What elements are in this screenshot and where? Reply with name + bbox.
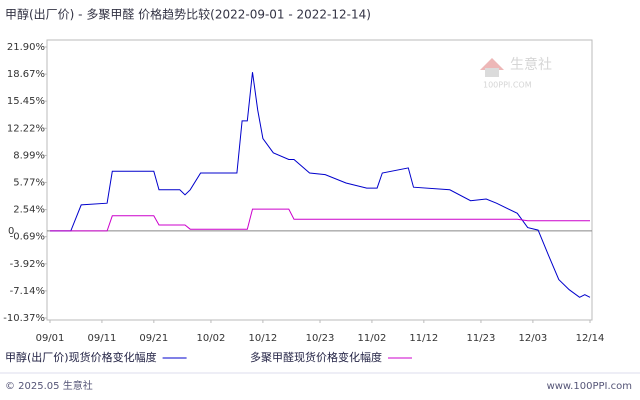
watermark-logo bbox=[485, 68, 499, 77]
y-tick-label: -3.92% bbox=[10, 259, 45, 270]
y-tick-label: -0.69% bbox=[10, 232, 45, 243]
footer-site: www.100PPI.com bbox=[547, 381, 632, 392]
watermark: 生意社 100PPI.COM bbox=[480, 56, 552, 90]
x-tick-label: 09/01 bbox=[36, 333, 65, 344]
watermark-url: 100PPI.COM bbox=[483, 81, 532, 90]
x-tick-label: 12/03 bbox=[518, 333, 547, 344]
watermark-name: 生意社 bbox=[510, 56, 552, 73]
x-tick-label: 11/12 bbox=[409, 333, 438, 344]
y-tick-label: 21.90% bbox=[7, 42, 45, 53]
x-tick-label: 10/12 bbox=[248, 333, 277, 344]
chart-title: 甲醇(出厂价) - 多聚甲醛 价格趋势比较(2022-09-01 - 2022-… bbox=[5, 7, 371, 22]
series-line bbox=[50, 72, 591, 298]
y-tick-label: -10.37% bbox=[3, 313, 45, 324]
y-tick-label: 12.22% bbox=[7, 123, 45, 134]
y-tick-label: 2.54% bbox=[13, 205, 45, 216]
y-tick-label: 15.45% bbox=[7, 96, 45, 107]
series-line bbox=[50, 208, 590, 232]
watermark-logo bbox=[480, 58, 504, 70]
y-tick-label: 18.67% bbox=[7, 69, 45, 80]
y-tick-label: 5.77% bbox=[13, 177, 45, 188]
footer-copyright: © 2025.05 生意社 bbox=[5, 379, 93, 392]
x-tick-label: 12/14 bbox=[576, 333, 605, 344]
x-tick-label: 11/02 bbox=[358, 333, 387, 344]
legend-label: 甲醇(出厂价)现货价格变化幅度 bbox=[5, 350, 157, 364]
x-tick-label: 10/02 bbox=[197, 333, 226, 344]
x-tick-label: 11/23 bbox=[467, 333, 496, 344]
y-tick-label: -7.14% bbox=[10, 286, 45, 297]
x-tick-label: 09/21 bbox=[139, 333, 168, 344]
x-tick-label: 10/23 bbox=[306, 333, 335, 344]
legend-label: 多聚甲醛现货价格变化幅度 bbox=[250, 350, 382, 364]
x-tick-label: 09/11 bbox=[88, 333, 117, 344]
y-tick-label: 8.99% bbox=[13, 150, 45, 161]
y-tick-label: 0 bbox=[8, 226, 14, 237]
